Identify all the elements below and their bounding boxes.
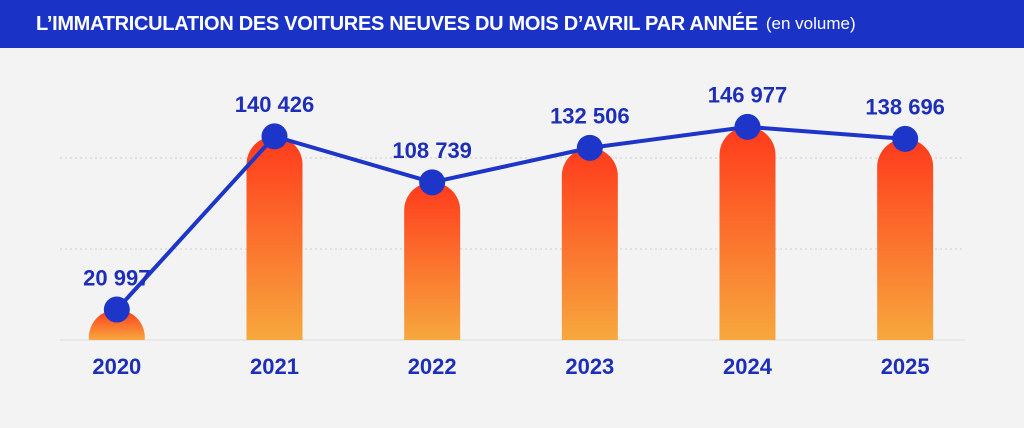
dot (734, 113, 761, 140)
value-label: 140 426 (235, 92, 315, 117)
x-tick-label: 2020 (92, 354, 141, 379)
x-tick-label: 2021 (250, 354, 299, 379)
value-label: 20 997 (83, 265, 150, 290)
x-tick-label: 2023 (565, 354, 614, 379)
line (115, 124, 906, 311)
bar (404, 182, 461, 340)
dot (576, 134, 603, 161)
dot (103, 296, 130, 323)
title-bar: L’IMMATRICULATION DES VOITURES NEUVES DU… (0, 0, 1024, 48)
x-tick-label: 2025 (881, 354, 930, 379)
dot (419, 169, 446, 196)
bar (246, 136, 303, 340)
chart-title: L’IMMATRICULATION DES VOITURES NEUVES DU… (36, 12, 758, 35)
x-tick-label: 2022 (408, 354, 457, 379)
bar (88, 309, 145, 340)
chart-subtitle: (en volume) (765, 14, 856, 33)
value-label: 138 696 (865, 95, 945, 120)
x-tick-label: 2024 (723, 354, 773, 379)
value-label: 108 739 (392, 138, 472, 163)
bar (719, 126, 776, 340)
chart: 20 997 2020 140 426 2021 108 739 2022 132 506 2… (60, 83, 965, 379)
dot (261, 123, 288, 150)
bar (877, 138, 934, 340)
value-label: 132 506 (550, 104, 630, 129)
dot (892, 125, 919, 152)
bar (561, 147, 618, 340)
value-label: 146 977 (708, 83, 788, 108)
